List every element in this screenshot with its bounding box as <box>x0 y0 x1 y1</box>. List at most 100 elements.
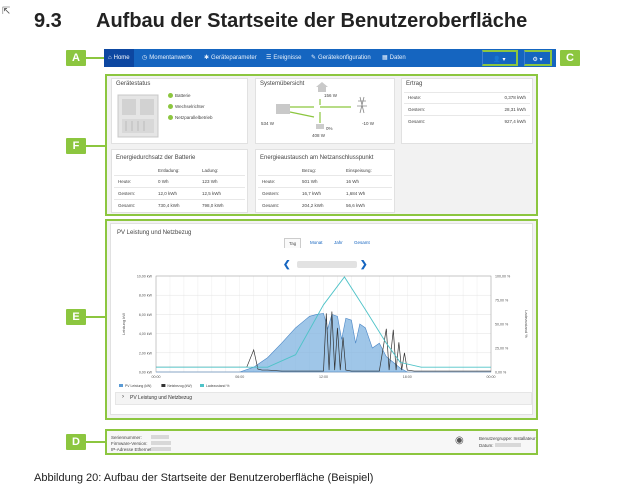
gear-icon: ✱ <box>204 55 209 61</box>
nav-geraetekonfiguration[interactable]: ✎ Gerätekonfiguration <box>311 49 371 67</box>
status-ok-icon <box>168 104 173 109</box>
legend-swatch <box>161 384 165 387</box>
y-axis-label: Leistung kW <box>121 313 126 335</box>
callout-a: A <box>66 50 86 66</box>
batterie-gesamt-label: Gesamt: <box>118 203 135 208</box>
batterie-header-entladung: Entladung: <box>158 168 180 173</box>
tab-gesamt[interactable]: Gesamt <box>350 238 374 247</box>
chevron-right-icon: › <box>122 394 124 400</box>
x-tick-label: 18:00 <box>403 375 412 379</box>
ertrag-card: Ertrag Heute: 0,378 kWh Gestern: 28,31 k… <box>401 78 533 144</box>
legend-label: PV Leistung (kW) <box>125 384 151 388</box>
status-netzparallelbetrieb: Netzparallelbetrieb <box>168 115 213 120</box>
serial-number-value <box>151 435 169 439</box>
legend-swatch <box>200 384 204 387</box>
netz-gesamt-bezug: 204,2 kWh <box>302 203 324 208</box>
figure-caption: Abbildung 20: Aufbau der Startseite der … <box>34 472 373 484</box>
user-group-label: Benutzergruppe: Installateur <box>479 436 536 441</box>
legend-swatch <box>119 384 123 387</box>
period-tabs: Tag Monat Jahr Gesamt <box>284 238 394 250</box>
flow-pv-value: 534 W <box>261 121 274 126</box>
ertrag-gestern-value: 28,31 kWh <box>504 107 526 112</box>
battery-icon <box>316 124 324 129</box>
house-icon <box>316 82 328 92</box>
pv-chart: 0,00 kW 2,00 kW 4,00 kW 6,00 kW 8,00 kW 10,00… <box>111 272 534 392</box>
netz-gestern-label: Gestern: <box>262 191 279 196</box>
status-batterie: Batterie <box>168 93 191 98</box>
prev-day-button[interactable]: ❮ <box>283 259 291 270</box>
batterie-gestern-label: Gestern: <box>118 191 135 196</box>
chart-footer-label: PV Leistung und Netzbezug <box>130 395 192 401</box>
tab-monat[interactable]: Monat <box>306 238 327 247</box>
next-day-button[interactable]: ❯ <box>360 259 368 270</box>
serial-number-label: Seriennummer: <box>111 435 142 440</box>
y2-tick-label: 0,00 % <box>495 371 507 375</box>
y-tick-label: 8,00 kW <box>139 294 153 298</box>
flow-top-value: 156 W <box>324 93 337 98</box>
home-icon: ⌂ <box>108 55 112 61</box>
y-tick-label: 0,00 kW <box>139 371 153 375</box>
callout-e-line <box>86 316 105 318</box>
ip-address-label: IP-Adresse Ethernet: <box>111 447 153 452</box>
section-number: 9.3 <box>34 10 62 33</box>
y2-axis-label: Ladezustand % <box>524 310 529 338</box>
x-tick-label: 06:00 <box>235 375 244 379</box>
nav-home[interactable]: ⌂ Home <box>104 49 134 67</box>
netz-gestern-einspeisung: 1,684 Wh <box>346 191 365 196</box>
table-icon: ▦ <box>382 55 388 61</box>
callout-d: D <box>66 434 86 450</box>
netz-gestern-bezug: 16,7 kWh <box>302 191 321 196</box>
user-menu-button[interactable]: 👤 ▾ <box>482 50 518 66</box>
nav-ereignisse[interactable]: ☰ Ereignisse <box>266 49 301 67</box>
batterie-heute-entladung: 0 Wh <box>158 179 169 184</box>
status-wechselrichter: Wechselrichter <box>168 104 205 109</box>
netz-header-einspeisung: Einspeisung: <box>346 168 372 173</box>
ertrag-heute-label: Heute: <box>408 95 421 100</box>
netz-title: Energieaustausch am Netzanschlusspunkt <box>260 155 373 161</box>
status-ok-icon <box>168 115 173 120</box>
netz-card: Energieaustausch am Netzanschlusspunkt B… <box>255 149 395 213</box>
firmware-label: Firmware-Version: <box>111 441 148 446</box>
status-ok-icon <box>168 93 173 98</box>
device-illustration-icon <box>116 91 160 139</box>
batterie-title: Energiedurchsatz der Batterie <box>116 155 195 161</box>
batterie-gestern-entladung: 12,0 kWh <box>158 191 177 196</box>
batterie-header-ladung: Ladung: <box>202 168 218 173</box>
ertrag-gesamt-value: 927,4 kWh <box>504 119 526 124</box>
tab-jahr[interactable]: Jahr <box>330 238 347 247</box>
date-field[interactable] <box>297 261 357 268</box>
systemuebersicht-card: Systemübersicht 156 W 534 W -10 W 0% 408… <box>255 78 395 144</box>
flow-bottom-value: 408 W <box>312 133 325 138</box>
tab-tag[interactable]: Tag <box>284 238 301 248</box>
batterie-gesamt-ladung: 798,0 kWh <box>202 203 224 208</box>
nav-geraeteparameter[interactable]: ✱ Geräteparameter <box>204 49 257 67</box>
mouse-cursor-icon: ⇱ <box>2 6 10 17</box>
nav-daten[interactable]: ▦ Daten <box>382 49 406 67</box>
callout-d-line <box>86 441 105 443</box>
wrench-icon: ✎ <box>311 55 316 61</box>
grid-tower-icon <box>357 97 367 113</box>
netz-heute-label: Heute: <box>262 179 275 184</box>
callout-a-line <box>86 57 104 59</box>
info-bar: Seriennummer: Firmware-Version: IP-Adres… <box>105 429 538 455</box>
y2-tick-label: 75,00 % <box>495 299 509 303</box>
ertrag-title: Ertrag <box>406 81 422 87</box>
chart-panel: PV Leistung und Netzbezug Tag Monat Jahr… <box>110 223 533 415</box>
date-value <box>495 443 521 447</box>
chart-footer-accordion[interactable]: › PV Leistung und Netzbezug <box>115 392 532 405</box>
callout-f-line <box>86 145 105 147</box>
y2-tick-label: 100,00 % <box>495 275 511 279</box>
netz-heute-bezug: 501 Wh <box>302 179 318 184</box>
ertrag-heute-value: 0,378 kWh <box>504 95 526 100</box>
y-tick-label: 4,00 kW <box>139 332 153 336</box>
batterie-gestern-ladung: 12,5 kWh <box>202 191 221 196</box>
callout-e: E <box>66 309 86 325</box>
nav-momentanwerte[interactable]: ◷ Momentanwerte <box>142 49 192 67</box>
series-pv-leistung <box>156 313 491 372</box>
chart-panel-title: PV Leistung und Netzbezug <box>117 230 191 236</box>
callout-f: F <box>66 138 86 154</box>
firmware-value <box>151 441 171 445</box>
section-title: Aufbau der Startseite der Benutzeroberfl… <box>96 10 527 33</box>
settings-menu-button[interactable]: ⚙ ▾ <box>524 50 552 66</box>
legend-label: Ladezustand % <box>206 384 229 388</box>
